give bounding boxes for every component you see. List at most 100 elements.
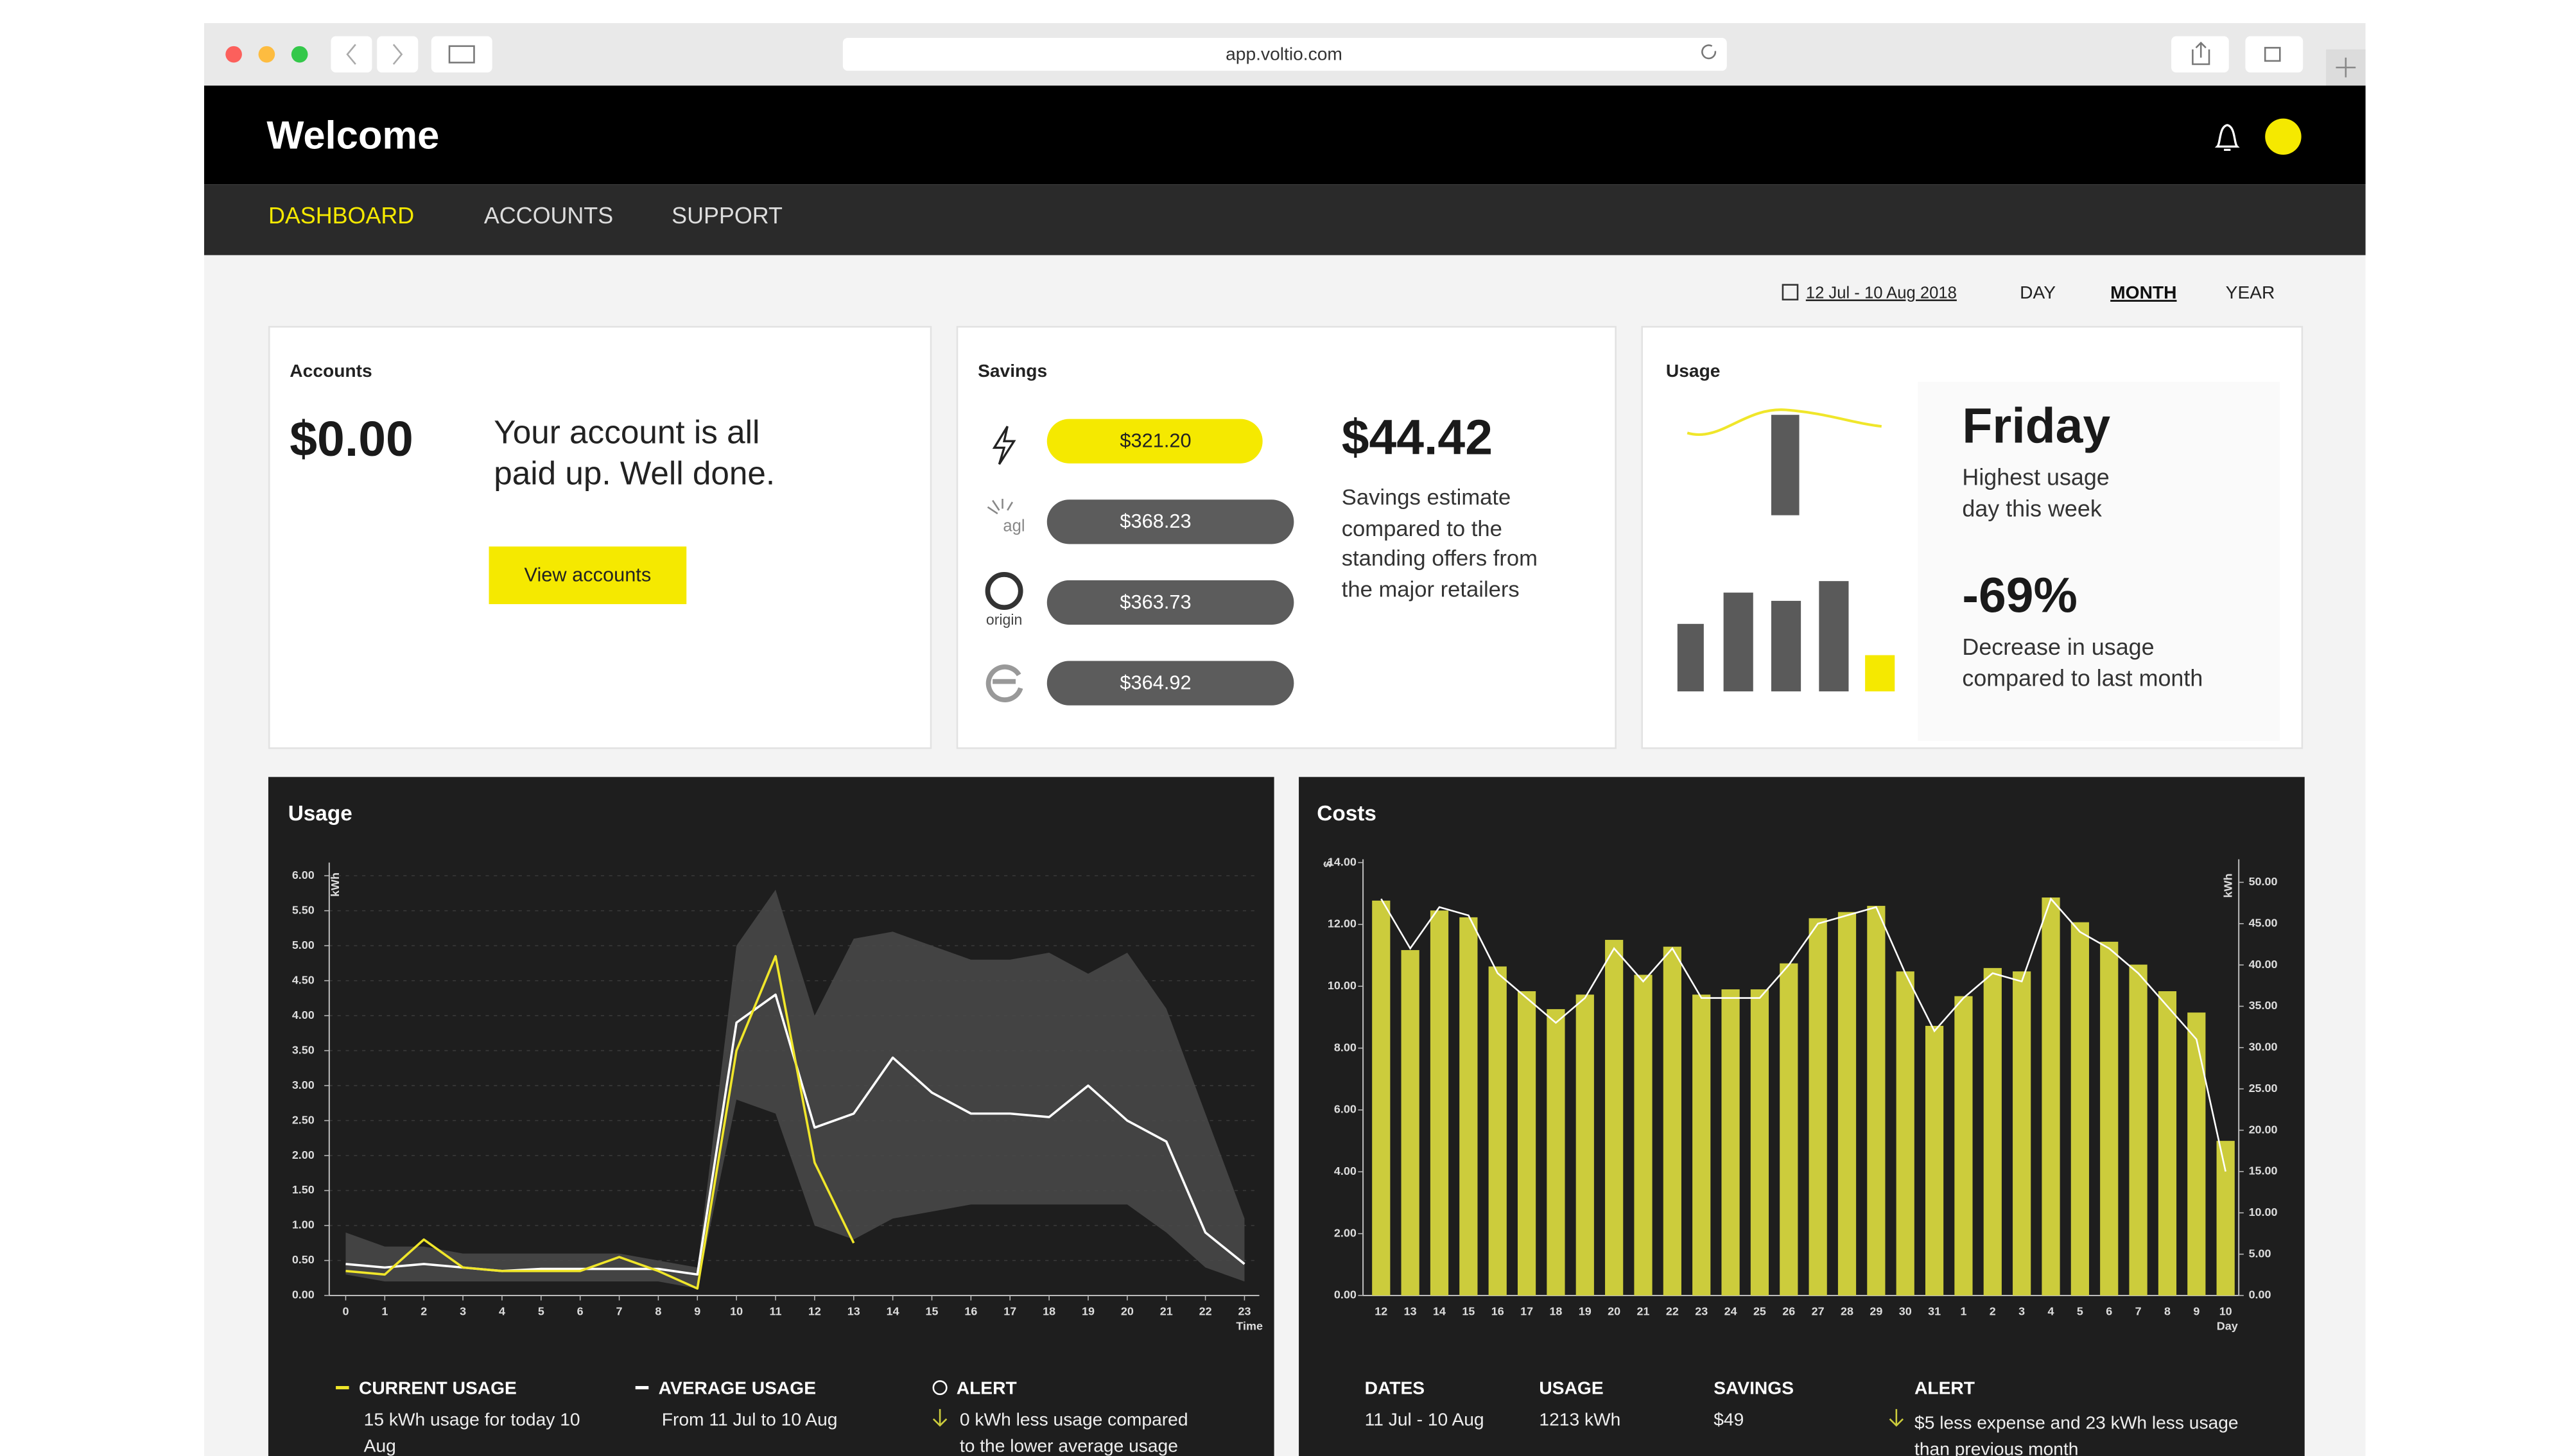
x-tick-label: 10 [730, 1304, 743, 1317]
nav-accounts[interactable]: ACCOUNTS [484, 203, 613, 229]
period-month[interactable]: MONTH [2110, 282, 2176, 302]
app-header [204, 85, 2366, 185]
period-year[interactable]: YEAR [2226, 282, 2275, 302]
y2-axis-label: kWh [2222, 874, 2235, 898]
x-tick-label: 30 [1899, 1304, 1912, 1317]
down-arrow [932, 1408, 948, 1427]
calendar-icon [1782, 284, 1799, 300]
y-tick-label: 10.00 [1328, 979, 1357, 992]
y2-tick-label: 30.00 [2249, 1041, 2278, 1053]
bar [1517, 991, 1536, 1296]
y2-tick-label: 45.00 [2249, 916, 2278, 929]
back-icon [346, 44, 356, 65]
x-tick-label: 16 [964, 1304, 977, 1317]
series-line [1380, 897, 2226, 1172]
range-band [345, 889, 1245, 1289]
x-tick-label: 8 [2164, 1304, 2171, 1317]
y-tick-label: 2.50 [292, 1113, 315, 1126]
period-day[interactable]: DAY [2020, 282, 2056, 302]
tabs-button[interactable] [2245, 36, 2303, 73]
x-axis-label: Day [2217, 1319, 2238, 1332]
bar [1809, 918, 1827, 1296]
bar [1575, 994, 1594, 1296]
bar [1663, 946, 1681, 1296]
reload-icon[interactable] [1701, 44, 1717, 60]
url: app.voltio.com [1226, 43, 1342, 64]
legend-note: 15 kWh usage for today 10 [364, 1408, 580, 1429]
footer-value: 1213 kWh [1539, 1408, 1620, 1429]
x-tick-label: 14 [887, 1304, 899, 1317]
address-bar[interactable] [842, 38, 1727, 71]
minimize-button[interactable] [258, 46, 275, 63]
summary-text: Decrease in usage [1962, 634, 2154, 660]
balance: $0.00 [290, 412, 413, 467]
alert-note: than previous month [1914, 1438, 2078, 1456]
message: paid up. Well done. [494, 455, 775, 492]
y-tick-label: 1.50 [292, 1183, 315, 1196]
bar [1488, 966, 1507, 1296]
x-tick-label: 1 [381, 1304, 388, 1317]
tabs-icon [2264, 47, 2281, 62]
offer-pill [1046, 661, 1294, 706]
y-tick-label: 6.00 [1334, 1103, 1357, 1116]
x-tick-label: 25 [1753, 1304, 1766, 1317]
x-tick-label: 13 [1404, 1304, 1417, 1317]
y-tick-label: 3.00 [292, 1079, 315, 1091]
close-button[interactable] [225, 46, 242, 63]
card-title: Usage [1666, 360, 1721, 381]
zoom-button[interactable] [291, 46, 308, 63]
x-tick-label: 31 [1928, 1304, 1941, 1317]
mini-line [1687, 408, 1882, 437]
view-accounts-button[interactable] [489, 546, 687, 605]
sidebar-button[interactable] [431, 36, 492, 73]
summary-panel [1918, 381, 2280, 741]
y-tick-label: 2.00 [1334, 1226, 1357, 1239]
bar [1401, 949, 1419, 1296]
mini-bar [1723, 593, 1753, 691]
mini-bar [1771, 415, 1800, 516]
x-tick-label: 7 [616, 1304, 623, 1317]
alert-note: to the lower average usage [960, 1435, 1178, 1455]
x-tick-label: 20 [1121, 1304, 1134, 1317]
bell-icon[interactable] [2214, 124, 2240, 152]
date-range[interactable]: 12 Jul - 10 Aug 2018 [1806, 284, 1957, 302]
mini-bar [1677, 623, 1704, 691]
alert-note: $5 less expense and 23 kWh less usage [1914, 1412, 2239, 1432]
footer-label: DATES [1365, 1378, 1425, 1398]
bar [1954, 996, 1973, 1296]
footer-value: $49 [1713, 1408, 1744, 1429]
x-tick-label: 15 [1462, 1304, 1475, 1317]
offer-value: $321.20 [1120, 429, 1191, 452]
bar [1430, 910, 1449, 1296]
bar [2042, 897, 2060, 1296]
message: Your account is all [494, 413, 759, 450]
e-icon [985, 664, 1023, 702]
agl-logo: agl [1003, 517, 1025, 535]
nav-support[interactable]: SUPPORT [672, 203, 783, 229]
legend-note: From 11 Jul to 10 Aug [662, 1408, 838, 1429]
bar [1867, 906, 1886, 1296]
bolt-icon [992, 426, 1016, 465]
y-axis-label: kWh [329, 872, 342, 897]
button-label: View accounts [525, 564, 652, 586]
x-tick-label: 14 [1433, 1304, 1446, 1317]
forward-button[interactable] [377, 36, 419, 73]
legend-label: CURRENT USAGE [359, 1378, 517, 1398]
y2-tick-label: 20.00 [2249, 1123, 2278, 1136]
back-button[interactable] [331, 36, 372, 73]
y2-tick-label: 0.00 [2249, 1288, 2271, 1301]
avatar[interactable] [2265, 118, 2302, 155]
y-tick-label: 4.00 [292, 1009, 315, 1021]
alert-title: ALERT [957, 1378, 1017, 1398]
panel-title: Costs [1317, 802, 1376, 826]
y-tick-label: 0.00 [292, 1288, 315, 1301]
nav-dashboard[interactable]: DASHBOARD [268, 203, 414, 229]
x-tick-label: 12 [1375, 1304, 1387, 1317]
x-tick-label: 4 [2048, 1304, 2054, 1317]
card-title: Savings [978, 360, 1047, 381]
x-axis-label: Time [1236, 1319, 1263, 1332]
y-tick-label: 12.00 [1328, 917, 1357, 930]
bar [1459, 917, 1478, 1296]
footer-label: SAVINGS [1713, 1378, 1794, 1398]
agl-icon [987, 498, 1014, 515]
